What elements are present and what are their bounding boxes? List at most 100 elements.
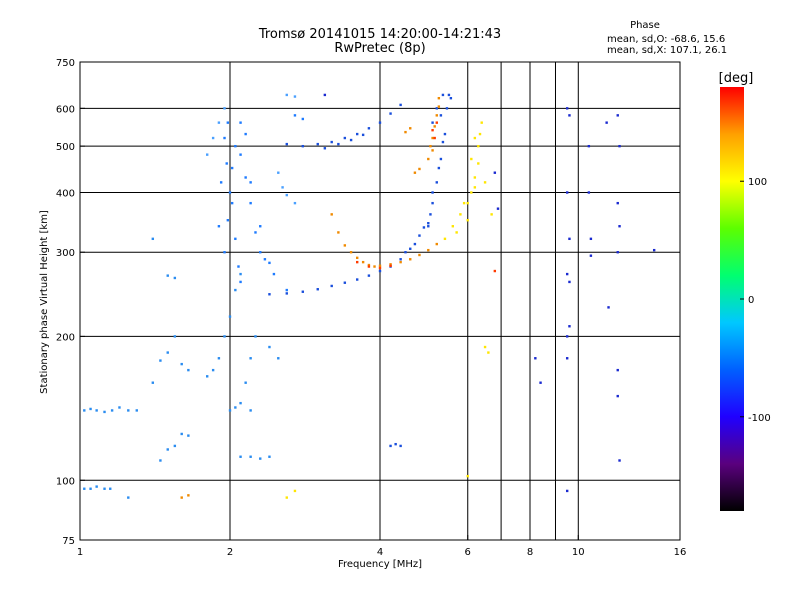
data-point — [151, 237, 155, 241]
data-point — [587, 191, 591, 194]
data-point — [367, 265, 371, 268]
data-point — [361, 133, 365, 137]
data-point — [409, 258, 412, 261]
data-point — [418, 253, 421, 257]
data-point — [378, 269, 382, 273]
data-point — [487, 351, 490, 354]
x-tick-label: 16 — [674, 547, 687, 558]
data-point — [427, 225, 430, 228]
colorbar-tick-label: 100 — [748, 177, 767, 188]
data-point — [268, 261, 271, 265]
data-point — [234, 144, 237, 148]
data-point — [151, 381, 155, 384]
data-point — [234, 237, 237, 241]
data-point — [565, 272, 569, 276]
data-point — [431, 136, 434, 140]
data-point — [263, 258, 267, 261]
data-point — [301, 117, 305, 121]
phase-stats-o: mean, sd,O: -68.6, 15.6 — [607, 34, 725, 45]
data-point — [534, 357, 537, 360]
data-point — [378, 264, 382, 267]
data-point — [455, 231, 458, 234]
data-point — [234, 406, 237, 409]
data-point — [223, 251, 226, 254]
data-point — [127, 409, 130, 412]
data-point — [219, 181, 223, 184]
data-point — [343, 136, 347, 140]
data-point — [285, 496, 288, 499]
data-point — [473, 176, 477, 179]
data-point — [254, 231, 257, 234]
data-point — [228, 191, 232, 194]
data-point — [205, 375, 209, 378]
data-point — [413, 171, 417, 174]
data-point — [431, 121, 434, 124]
data-point — [103, 487, 106, 490]
data-point — [180, 362, 183, 366]
data-point — [568, 114, 571, 117]
data-point — [211, 136, 215, 140]
data-point — [285, 142, 288, 146]
y-tick-label: 400 — [56, 188, 75, 199]
data-point — [355, 260, 359, 264]
data-point — [437, 166, 441, 170]
data-point — [343, 281, 347, 284]
data-point — [228, 315, 232, 318]
data-point — [618, 225, 621, 228]
data-point — [217, 357, 221, 360]
data-point — [159, 359, 162, 362]
data-point — [239, 121, 242, 124]
data-point — [389, 112, 392, 115]
x-axis-label: Frequency [MHz] — [338, 559, 422, 570]
data-point — [409, 247, 412, 250]
data-point — [399, 258, 402, 261]
x-tick-label: 2 — [227, 547, 233, 558]
data-point — [466, 201, 469, 205]
x-tick-label: 1 — [77, 547, 83, 558]
y-tick-label: 500 — [56, 142, 75, 153]
data-point — [83, 409, 86, 412]
data-point — [565, 191, 569, 194]
data-point — [589, 237, 593, 241]
data-point — [249, 409, 252, 412]
data-point — [616, 368, 619, 372]
data-point — [389, 444, 392, 448]
data-point — [239, 280, 242, 284]
data-points — [83, 93, 656, 499]
data-point — [367, 263, 371, 267]
data-point — [323, 93, 327, 97]
data-point — [159, 459, 162, 462]
data-point — [496, 207, 500, 210]
x-axis-ticks: 1 2 4 6 8 10 16 — [77, 535, 687, 558]
data-point — [435, 121, 438, 124]
data-point — [217, 121, 221, 124]
data-point — [568, 280, 571, 284]
data-point — [234, 288, 237, 292]
data-point — [285, 93, 288, 97]
data-point — [244, 176, 247, 179]
data-point — [470, 191, 473, 194]
data-point — [389, 264, 392, 267]
data-point — [652, 248, 656, 252]
data-point — [427, 248, 430, 252]
data-point — [399, 260, 402, 264]
data-point — [443, 132, 447, 136]
data-point — [127, 496, 130, 499]
data-point — [466, 474, 469, 478]
data-point — [473, 136, 477, 140]
data-point — [239, 153, 242, 156]
data-point — [293, 201, 297, 205]
data-point — [187, 434, 190, 437]
data-point — [205, 153, 209, 156]
data-point — [272, 272, 276, 276]
data-point — [259, 251, 262, 254]
data-point — [445, 107, 449, 110]
data-point — [477, 144, 480, 148]
data-point — [616, 251, 619, 254]
data-point — [616, 114, 619, 117]
data-point — [373, 265, 376, 268]
data-point — [404, 251, 407, 254]
data-point — [473, 186, 477, 189]
data-point — [427, 222, 430, 225]
data-point — [399, 103, 402, 107]
